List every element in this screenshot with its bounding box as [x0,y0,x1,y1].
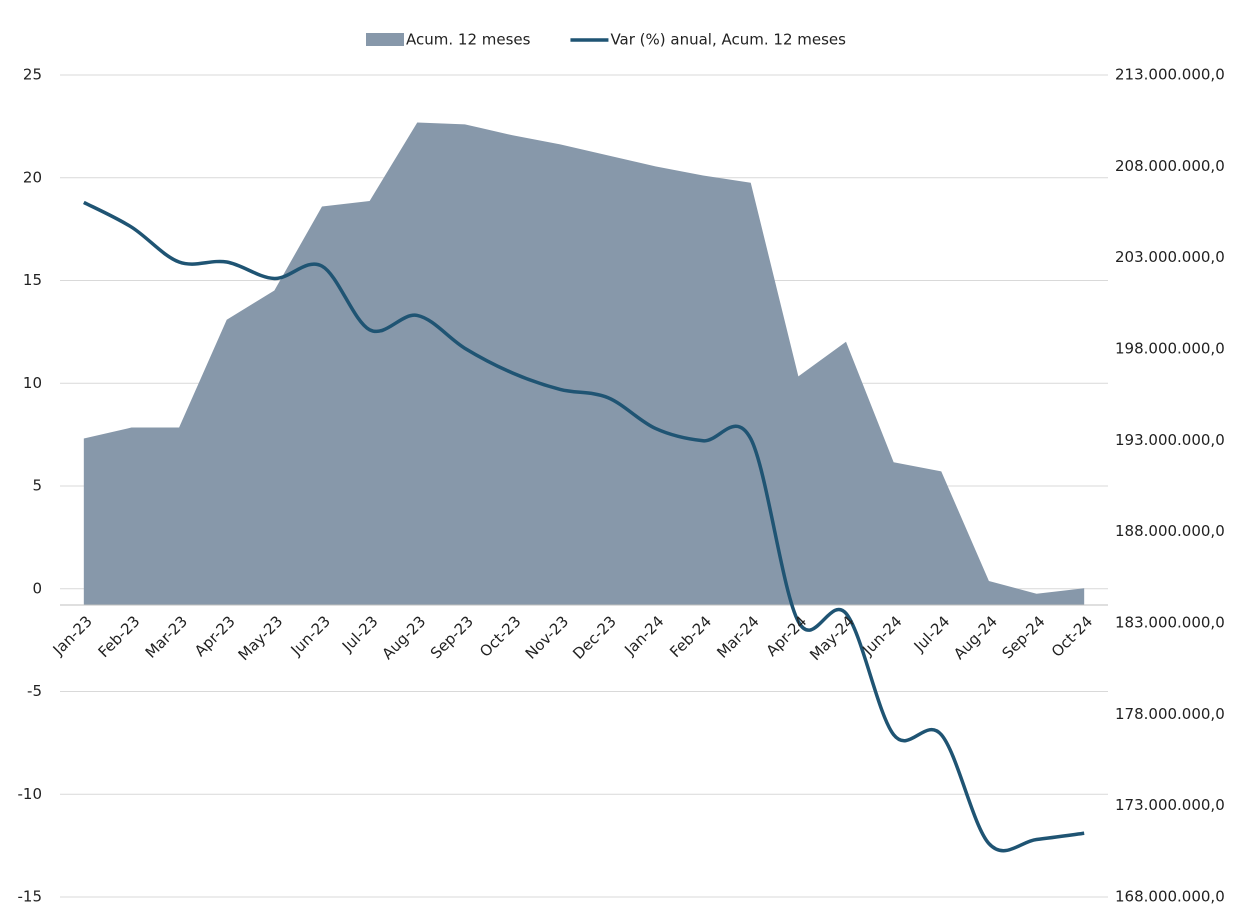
x-tick-label: Sep-23 [427,612,477,662]
x-tick-label: Jun-24 [858,612,905,659]
y-tick-label: 0 [32,579,42,597]
x-tick-label: Jan-23 [49,612,96,659]
x-tick-label: Jun-23 [287,612,334,659]
y2-tick-label: 208.000.000,0 [1115,157,1225,175]
y2-tick-label: 168.000.000,0 [1115,888,1225,906]
y2-tick-label: 183.000.000,0 [1115,614,1225,632]
y-tick-label: -10 [18,785,43,803]
y2-tick-label: 198.000.000,0 [1115,340,1225,358]
x-tick-label: Sep-24 [999,612,1049,662]
x-tick-label: Oct-23 [476,612,524,660]
x-tick-label: Apr-23 [191,612,239,660]
x-tick-label: Apr-24 [763,612,811,660]
x-tick-label: Jul-24 [910,612,954,656]
area [83,122,1085,605]
y2-tick-label: 193.000.000,0 [1115,431,1225,449]
x-tick-label: May-23 [235,612,287,664]
y-tick-label: -15 [18,888,43,906]
y-tick-label: 15 [23,271,42,289]
legend-label: Var (%) anual, Acum. 12 meses [610,31,846,49]
y-tick-label: 25 [23,66,42,84]
y2-tick-label: 188.000.000,0 [1115,522,1225,540]
y-tick-label: 20 [23,168,42,186]
y2-tick-label: 213.000.000,0 [1115,66,1225,84]
x-tick-label: Jul-23 [338,612,382,656]
y2-tick-label: 178.000.000,0 [1115,705,1225,723]
legend-label: Acum. 12 meses [406,31,531,49]
x-tick-label: Aug-23 [379,612,430,663]
x-tick-label: Mar-24 [713,612,762,661]
x-tick-label: Mar-23 [142,612,191,661]
x-tick-label: Jan-24 [620,612,667,659]
x-tick-label: Nov-23 [522,612,572,662]
x-tick-label: May-24 [806,612,858,664]
x-tick-label: Feb-24 [666,612,715,661]
y-tick-label: 5 [32,477,42,495]
x-tick-label: Oct-24 [1048,612,1096,660]
y2-tick-label: 173.000.000,0 [1115,796,1225,814]
x-tick-label: Dec-23 [569,612,620,663]
y-tick-label: -5 [27,682,42,700]
legend-swatch [366,33,404,46]
legend: Acum. 12 meses Var (%) anual, Acum. 12 me… [366,31,846,49]
line [83,200,1085,853]
y-tick-label: 10 [23,374,42,392]
x-tick-label: Aug-24 [950,612,1001,663]
y2-tick-label: 203.000.000,0 [1115,248,1225,266]
x-tick-label: Feb-23 [95,612,144,661]
